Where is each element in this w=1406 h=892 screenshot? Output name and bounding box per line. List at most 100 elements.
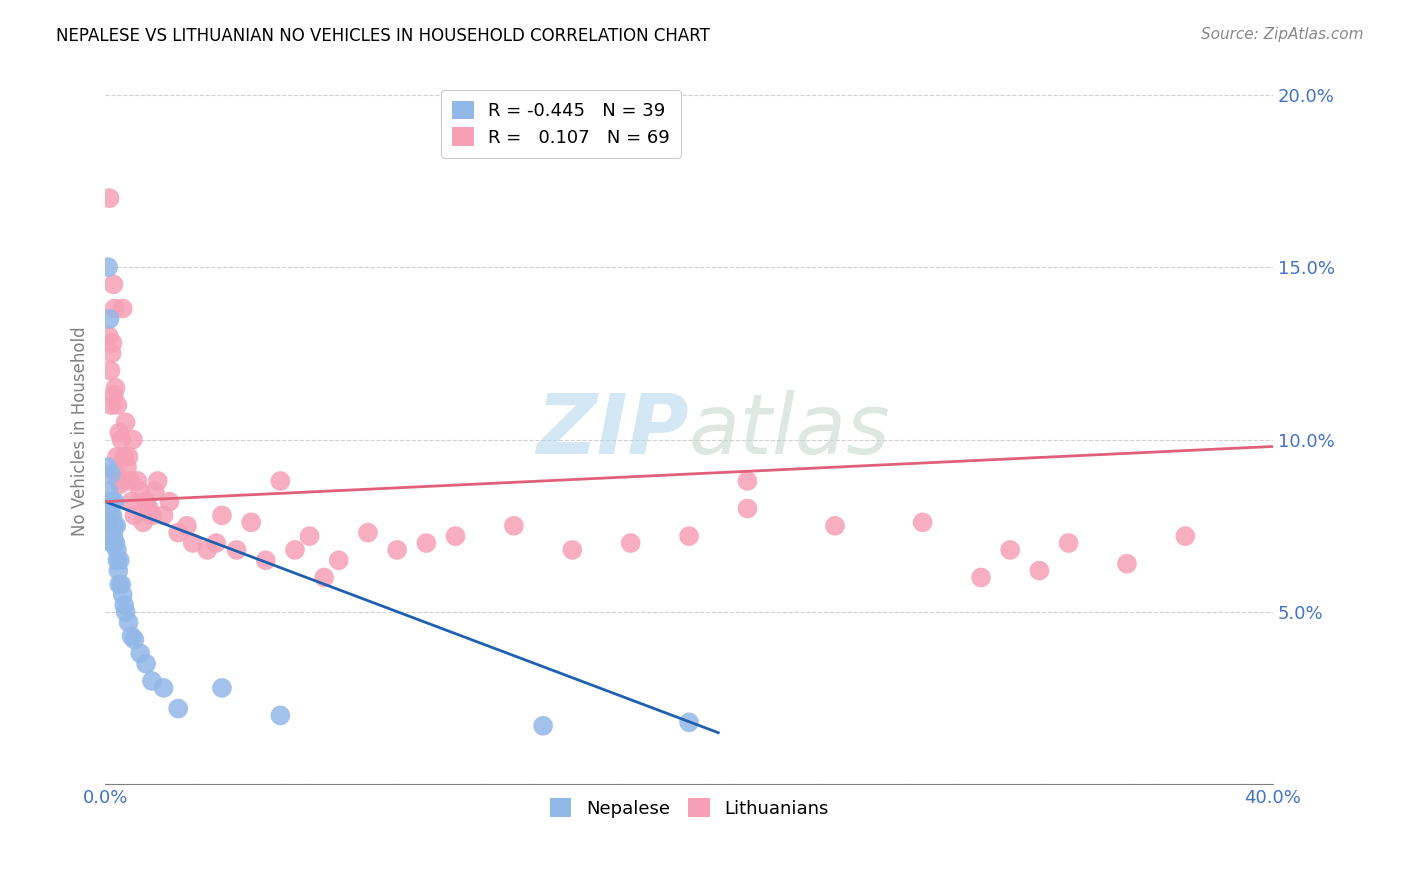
Point (737, 501, 759, 516)
Point (181, 536, 204, 550)
Point (101, 336, 124, 351)
Point (970, 570, 993, 584)
Point (152, 508, 174, 523)
Point (415, 536, 437, 550)
Point (98, 518, 121, 533)
Point (117, 450, 139, 464)
Point (96, 460, 118, 475)
Point (101, 508, 124, 523)
Point (108, 577, 131, 591)
Point (98, 311, 121, 326)
Point (240, 516, 263, 530)
Point (146, 474, 169, 488)
Point (531, 719, 554, 733)
Point (678, 715, 700, 730)
Point (1057, 536, 1080, 550)
Text: NEPALESE VS LITHUANIAN NO VEHICLES IN HOUSEHOLD CORRELATION CHART: NEPALESE VS LITHUANIAN NO VEHICLES IN HO… (56, 27, 710, 45)
Point (129, 484, 152, 499)
Point (103, 277, 125, 292)
Point (114, 415, 136, 429)
Point (111, 588, 134, 602)
Point (211, 681, 233, 695)
Point (107, 564, 129, 578)
Point (1174, 529, 1197, 543)
Point (108, 553, 131, 567)
Point (105, 450, 128, 464)
Y-axis label: No Vehicles in Household: No Vehicles in Household (72, 326, 89, 536)
Point (1028, 564, 1050, 578)
Point (620, 536, 643, 550)
Legend: Nepalese, Lithuanians: Nepalese, Lithuanians (543, 791, 835, 825)
Point (152, 681, 174, 695)
Point (100, 398, 122, 412)
Point (122, 433, 145, 447)
Point (138, 501, 160, 516)
Point (104, 536, 127, 550)
Point (107, 474, 129, 488)
Point (98, 191, 121, 205)
Point (824, 518, 846, 533)
Point (737, 474, 759, 488)
Point (328, 553, 350, 567)
Point (101, 494, 124, 508)
Point (998, 542, 1021, 557)
Point (298, 529, 321, 543)
Point (254, 553, 277, 567)
Point (115, 460, 138, 475)
Point (141, 508, 163, 523)
Point (100, 467, 122, 481)
Point (100, 363, 122, 377)
Point (100, 346, 122, 360)
Point (110, 577, 132, 591)
Point (97, 516, 120, 530)
Point (111, 301, 134, 316)
Point (135, 494, 157, 508)
Point (97, 260, 120, 274)
Point (107, 553, 129, 567)
Point (284, 542, 307, 557)
Point (112, 598, 135, 612)
Point (108, 425, 131, 440)
Point (105, 542, 128, 557)
Point (100, 494, 122, 508)
Point (105, 467, 128, 481)
Point (135, 657, 157, 671)
Point (143, 484, 166, 499)
Point (105, 518, 128, 533)
Point (205, 536, 228, 550)
Point (103, 494, 125, 508)
Point (561, 542, 583, 557)
Point (114, 605, 136, 619)
Point (503, 518, 526, 533)
Point (911, 516, 934, 530)
Point (118, 474, 141, 488)
Text: Source: ZipAtlas.com: Source: ZipAtlas.com (1201, 27, 1364, 42)
Point (159, 494, 181, 508)
Point (124, 632, 146, 647)
Point (103, 388, 125, 402)
Point (103, 301, 125, 316)
Point (1116, 557, 1139, 571)
Point (385, 542, 408, 557)
Point (107, 398, 129, 412)
Point (269, 474, 291, 488)
Point (225, 542, 247, 557)
Point (117, 615, 139, 630)
Point (129, 646, 152, 660)
Point (167, 525, 190, 540)
Point (100, 508, 122, 523)
Point (444, 529, 467, 543)
Point (104, 381, 127, 395)
Point (103, 536, 125, 550)
Point (103, 529, 125, 543)
Point (269, 708, 291, 723)
Point (167, 701, 190, 715)
Point (132, 516, 155, 530)
Point (141, 673, 163, 688)
Point (357, 525, 380, 540)
Point (103, 518, 125, 533)
Point (195, 542, 218, 557)
Point (112, 450, 135, 464)
Point (110, 433, 132, 447)
Point (97, 329, 120, 343)
